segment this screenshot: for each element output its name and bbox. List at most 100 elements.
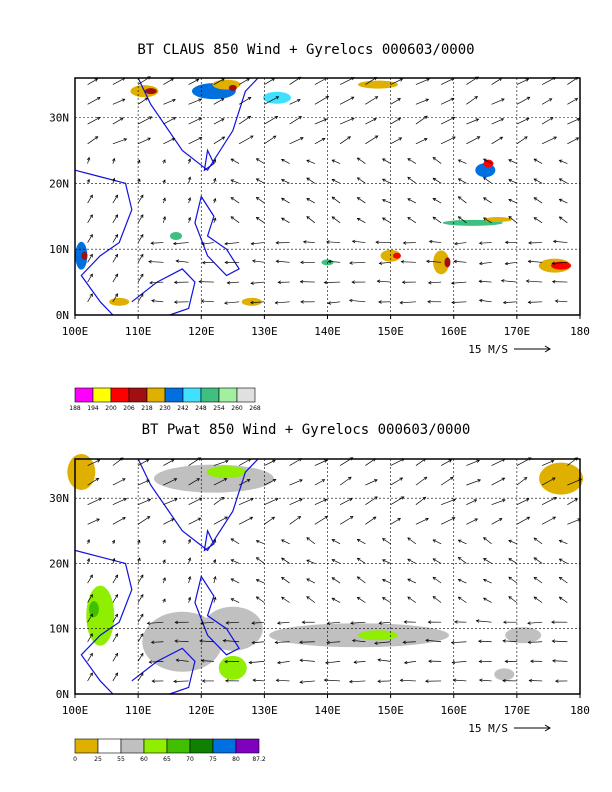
wind-vector — [426, 260, 442, 263]
wind-vector-head — [173, 679, 177, 684]
wind-vector-head — [276, 621, 281, 625]
wind-vector — [390, 98, 401, 105]
shade-region — [206, 466, 247, 479]
wind-vector-head — [225, 459, 229, 464]
wind-vector — [163, 78, 174, 85]
wind-vector-head — [528, 241, 532, 245]
wind-vector-head — [374, 479, 378, 483]
wind-vector — [339, 516, 354, 525]
wind-vector-head — [224, 659, 228, 664]
wind-vector — [213, 516, 228, 525]
wind-vector-head — [399, 477, 404, 481]
colorbar-label: 194 — [87, 405, 99, 412]
wind-vector-head — [230, 578, 235, 582]
wind-vector-head — [500, 279, 505, 283]
wind-vector-head — [348, 298, 353, 303]
wind-vector — [188, 176, 191, 184]
colorbar-label: 268 — [249, 405, 261, 412]
wind-vector — [483, 158, 492, 164]
wind-vector — [415, 458, 426, 466]
wind-vector — [300, 659, 315, 662]
wind-vector — [281, 539, 290, 545]
wind-vector-head — [552, 659, 556, 663]
wind-vector — [466, 518, 478, 525]
wind-vector-head — [483, 537, 487, 541]
wind-vector — [533, 557, 543, 564]
wind-vector — [314, 77, 327, 85]
wind-vector-head — [475, 619, 480, 623]
wind-vector-head — [478, 298, 483, 303]
wind-vector-head — [277, 280, 282, 285]
wind-vector — [87, 574, 93, 584]
wind-vector-head — [280, 179, 285, 183]
wind-vector — [390, 117, 401, 125]
wind-vector-head — [86, 558, 91, 562]
wind-vector — [87, 614, 93, 623]
wind-vector-head — [114, 593, 119, 598]
wind-vector-head — [483, 197, 487, 201]
wind-vector-head — [140, 633, 144, 637]
wind-vector — [176, 260, 189, 263]
wind-vector-head — [306, 159, 310, 163]
wind-vector — [137, 234, 144, 243]
wind-vector-head — [558, 216, 563, 220]
wind-vector — [328, 261, 341, 263]
wind-vector — [533, 178, 543, 184]
wind-vector — [382, 538, 391, 545]
wind-vector-head — [525, 78, 530, 82]
wind-vector-head — [272, 135, 277, 139]
wind-vector — [314, 138, 326, 145]
wind-vector — [339, 96, 354, 105]
wind-vector-head — [504, 659, 509, 664]
wind-vector-head — [150, 640, 155, 644]
wind-vector — [112, 158, 115, 164]
wind-vector-head — [298, 116, 302, 120]
wind-vector — [149, 661, 164, 663]
wind-vector-head — [474, 518, 479, 522]
wind-vector-head — [94, 136, 99, 140]
wind-vector-head — [407, 578, 411, 582]
x-tick-label: 150E — [377, 325, 404, 338]
wind-vector — [440, 459, 452, 466]
wind-vector-head — [331, 159, 336, 163]
wind-vector-head — [89, 214, 93, 218]
wind-vector — [382, 178, 391, 184]
wind-vector-head — [552, 239, 557, 244]
wind-vector-head — [452, 136, 456, 140]
wind-vector-head — [220, 496, 225, 501]
wind-vector — [163, 577, 166, 584]
wind-vector-head — [224, 301, 228, 305]
y-tick-label: 10N — [49, 623, 69, 636]
wind-vector-head — [114, 194, 119, 199]
wind-vector-head — [527, 621, 531, 625]
wind-vector — [256, 540, 265, 545]
wind-vector-head — [299, 279, 304, 284]
wind-vector — [151, 641, 164, 643]
wind-vector — [250, 281, 265, 284]
wind-vector-head — [373, 118, 377, 122]
wind-vector-head — [399, 78, 404, 82]
wind-vector-head — [247, 97, 252, 101]
wind-vector-head — [114, 633, 119, 637]
wind-vector — [331, 597, 341, 603]
shade-region — [392, 252, 401, 259]
wind-vector — [289, 99, 301, 105]
wind-vector-head — [249, 135, 254, 139]
wind-vector — [339, 476, 352, 486]
wind-vector — [87, 459, 100, 466]
wind-vector-head — [306, 578, 310, 582]
wind-vector-head — [450, 476, 454, 480]
colorbar-swatch — [200, 387, 220, 403]
wind-vector — [440, 98, 454, 105]
wind-vector-head — [432, 596, 437, 600]
wind-vector — [466, 479, 481, 486]
wind-vector-head — [398, 137, 403, 141]
wind-vector-head — [140, 253, 144, 258]
coastline-taiwan — [203, 528, 215, 552]
wind-vector-head — [86, 539, 90, 543]
wind-vector-head — [249, 516, 254, 520]
wind-vector — [451, 301, 467, 303]
wind-vector-head — [255, 596, 260, 600]
colorbar-label: 0 — [73, 756, 77, 763]
wind-vector — [256, 557, 265, 564]
